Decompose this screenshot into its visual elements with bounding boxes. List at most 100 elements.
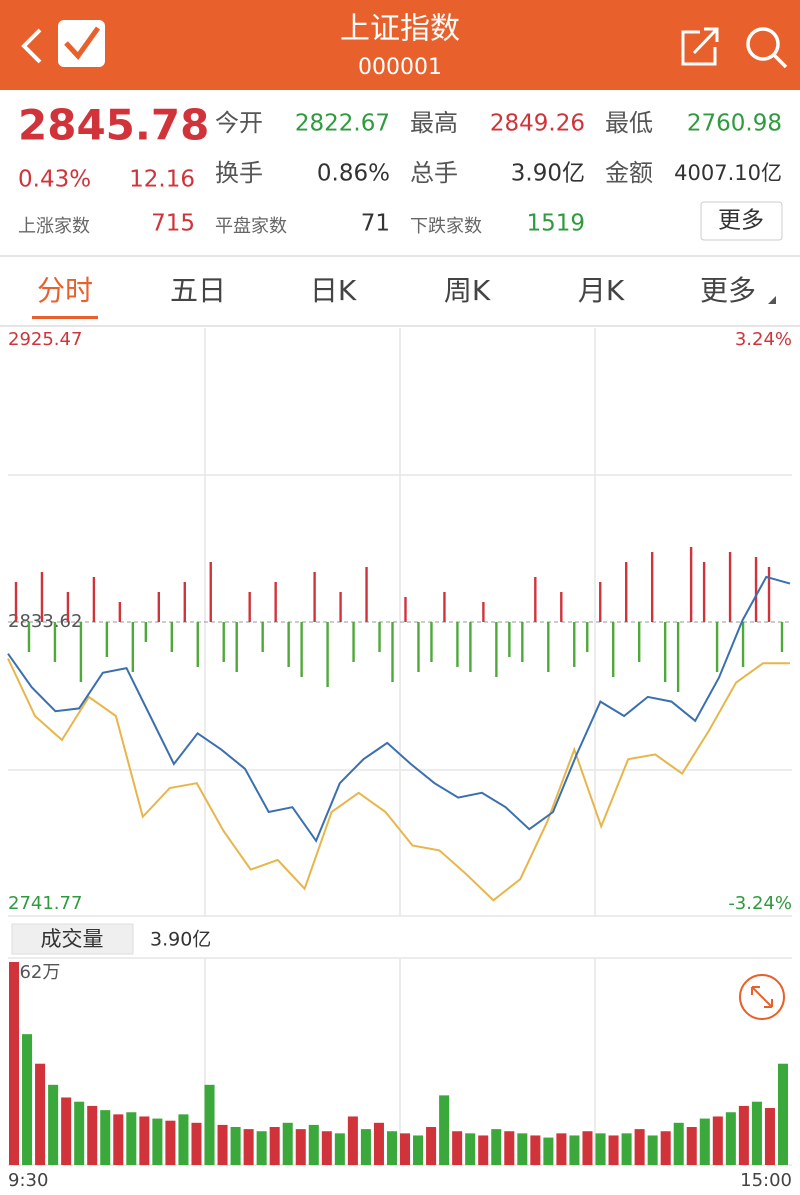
breadth-bar xyxy=(443,592,446,622)
stat-value: 4007.10亿 xyxy=(674,161,782,185)
header-bar xyxy=(0,0,800,90)
title: 上证指数 xyxy=(340,12,460,47)
volume-bar xyxy=(373,1122,384,1165)
breadth-bar xyxy=(637,622,641,662)
tab[interactable]: 五日 xyxy=(170,274,226,307)
volume-bar xyxy=(191,1122,202,1165)
volume-bar xyxy=(517,1133,528,1165)
breadth-bar xyxy=(573,622,576,667)
volume-bar xyxy=(204,1084,215,1165)
breadth-bar xyxy=(53,622,57,662)
volume-bar xyxy=(321,1131,332,1165)
y-tick-label: 962万 xyxy=(8,962,60,983)
volume-bar xyxy=(48,1084,59,1165)
volume-title: 成交量 xyxy=(41,927,104,951)
breadth-bar xyxy=(274,582,277,622)
volume-bar xyxy=(699,1118,710,1165)
breadth-bar xyxy=(14,582,18,622)
stat-label: 今开 xyxy=(215,109,263,137)
volume-total: 3.90亿 xyxy=(150,929,211,951)
breadth-bar xyxy=(105,622,109,657)
stat-value: 1519 xyxy=(526,211,585,237)
breadth-bar xyxy=(508,622,511,657)
check-icon xyxy=(64,26,101,60)
breadth-bar xyxy=(495,622,498,677)
breadth-bar xyxy=(313,572,316,622)
volume-bar xyxy=(543,1137,554,1165)
breadth-bar xyxy=(599,582,602,622)
breadth-bar xyxy=(728,552,732,622)
breadth-bar xyxy=(300,622,303,677)
volume-bar xyxy=(61,1097,72,1165)
stat-value: 2822.67 xyxy=(295,111,390,137)
volume-bar xyxy=(465,1133,476,1165)
tab[interactable]: 月K xyxy=(578,274,625,307)
chart-frame xyxy=(8,328,792,1166)
price-line xyxy=(7,658,790,902)
breadth-bar xyxy=(209,562,212,622)
volume-bar xyxy=(777,1063,788,1165)
breadth-bar xyxy=(196,622,199,667)
volume-bar xyxy=(126,1112,137,1165)
x-tick-label: 15:00 xyxy=(740,1170,792,1191)
volume-bar xyxy=(413,1135,424,1165)
breadth-bar xyxy=(469,622,472,672)
volume-bar xyxy=(738,1105,749,1165)
volume-bar xyxy=(582,1131,593,1165)
volume-bar xyxy=(178,1114,189,1165)
more-button[interactable] xyxy=(700,201,783,241)
stat-label: 最高 xyxy=(410,109,458,137)
volume-bar xyxy=(556,1133,567,1165)
search-button[interactable] xyxy=(746,27,788,69)
volume-bar xyxy=(295,1129,306,1165)
breadth-bar xyxy=(404,597,407,622)
breadth-bar xyxy=(235,622,238,672)
breadth-bar xyxy=(131,622,135,672)
tab[interactable]: 日K xyxy=(310,274,357,307)
stat-value: 715 xyxy=(151,211,195,237)
breadth-bar xyxy=(79,622,83,682)
stat-label: 总手 xyxy=(410,159,458,187)
code: 000001 xyxy=(358,55,442,80)
volume-bar xyxy=(100,1110,111,1165)
breadth-bar xyxy=(326,622,329,687)
breadth-bar xyxy=(702,562,706,622)
stat-label: 上涨家数 xyxy=(18,216,90,237)
breadth-bar xyxy=(222,622,225,662)
volume-bar xyxy=(426,1127,437,1165)
tab-underline xyxy=(32,316,98,319)
breadth-bar xyxy=(430,622,433,662)
volume-bar xyxy=(751,1101,762,1165)
volume-bar xyxy=(217,1124,228,1165)
breadth-bar xyxy=(560,592,563,622)
volume-bar xyxy=(360,1129,371,1165)
volume-bar xyxy=(308,1124,319,1165)
volume-bar xyxy=(22,1034,33,1165)
y2-tick-label: -3.24% xyxy=(728,893,792,914)
volume-bar xyxy=(504,1131,515,1165)
volume-tab[interactable] xyxy=(11,923,134,955)
more-button-label: 更多 xyxy=(718,208,764,234)
stat-label: 下跌家数 xyxy=(410,216,482,237)
y-tick-label: 2925.47 xyxy=(8,329,82,350)
volume-bar xyxy=(256,1131,267,1165)
tab[interactable]: 周K xyxy=(444,274,491,307)
share-button[interactable] xyxy=(681,27,719,66)
volume-bar xyxy=(243,1129,254,1165)
volume-bar xyxy=(35,1063,46,1165)
stat-label: 金额 xyxy=(605,159,653,187)
breadth-bar xyxy=(521,622,524,662)
expand-button[interactable] xyxy=(739,974,785,1020)
breadth-bar xyxy=(118,602,122,622)
breadth-bar xyxy=(612,622,615,677)
breadth-bar xyxy=(365,567,368,622)
favorite-button[interactable] xyxy=(58,20,105,67)
tab[interactable]: 分时 xyxy=(37,274,93,307)
volume-bar xyxy=(764,1108,775,1165)
y2-tick-label: 3.24% xyxy=(735,329,792,350)
back-button[interactable] xyxy=(21,28,42,64)
breadth-bar xyxy=(92,577,96,622)
tab[interactable]: 更多 xyxy=(700,274,756,307)
breadth-bar xyxy=(170,622,173,652)
volume-bar xyxy=(686,1127,697,1165)
